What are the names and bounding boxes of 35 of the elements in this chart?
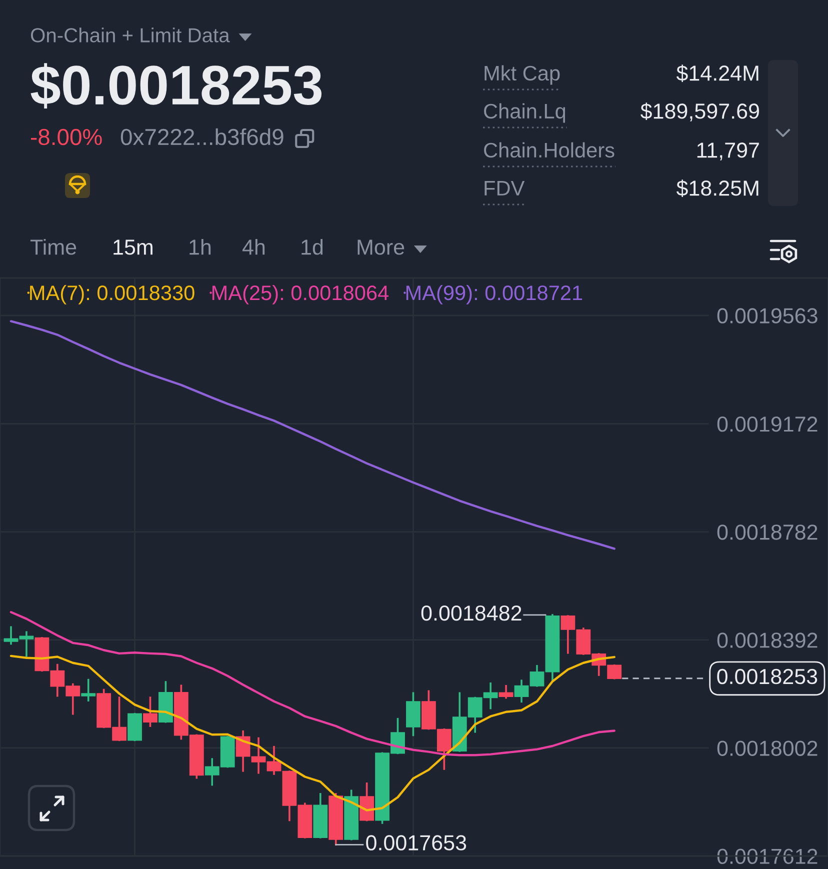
ref-line-label: 0.0018253 <box>717 668 818 684</box>
legend-label: MA(99): 0.0018721 <box>406 284 582 304</box>
y-tick-label: 0.0018392 <box>717 632 818 648</box>
legend-label: MA(7): 0.0018330 <box>30 284 194 304</box>
text: Time <box>30 238 76 255</box>
y-tick-label: 0.0019172 <box>717 416 818 432</box>
text: 4h <box>242 238 265 255</box>
text: $189,597.69 <box>640 102 759 122</box>
y-tick-label: 0.0018002 <box>717 740 818 756</box>
candlestick <box>81 678 96 702</box>
text: 0x7222...b3f6d9 <box>120 128 284 146</box>
text: -8.00% <box>31 128 102 146</box>
text: 1d <box>302 238 323 255</box>
y-tick-label: 0.0019563 <box>717 308 818 324</box>
legend-label: MA(25): 0.0018064 <box>212 284 389 304</box>
text: More <box>358 240 404 255</box>
text: Chain.Holders <box>484 142 614 158</box>
text: On-Chain + Limit Data <box>30 28 230 42</box>
text: 1h <box>190 238 211 255</box>
annotation: 0.0017653 <box>366 835 466 850</box>
text: Chain.Lq <box>484 103 566 123</box>
line-series <box>10 320 616 550</box>
candlestick <box>498 684 514 699</box>
candlestick <box>360 782 374 822</box>
annotation: 0.0018482 <box>421 605 522 621</box>
y-tick-label: 0.0018782 <box>717 524 818 540</box>
text: $18.25M <box>676 180 758 198</box>
chart-title: $0.0018253 <box>30 63 322 108</box>
candlestick <box>143 696 158 727</box>
text: FDV <box>484 181 525 196</box>
text: Mkt Cap <box>484 65 560 85</box>
line-series <box>10 654 616 812</box>
text: 11,797 <box>697 142 759 160</box>
text: $14.24M <box>676 64 758 82</box>
text: 15m <box>114 240 152 255</box>
